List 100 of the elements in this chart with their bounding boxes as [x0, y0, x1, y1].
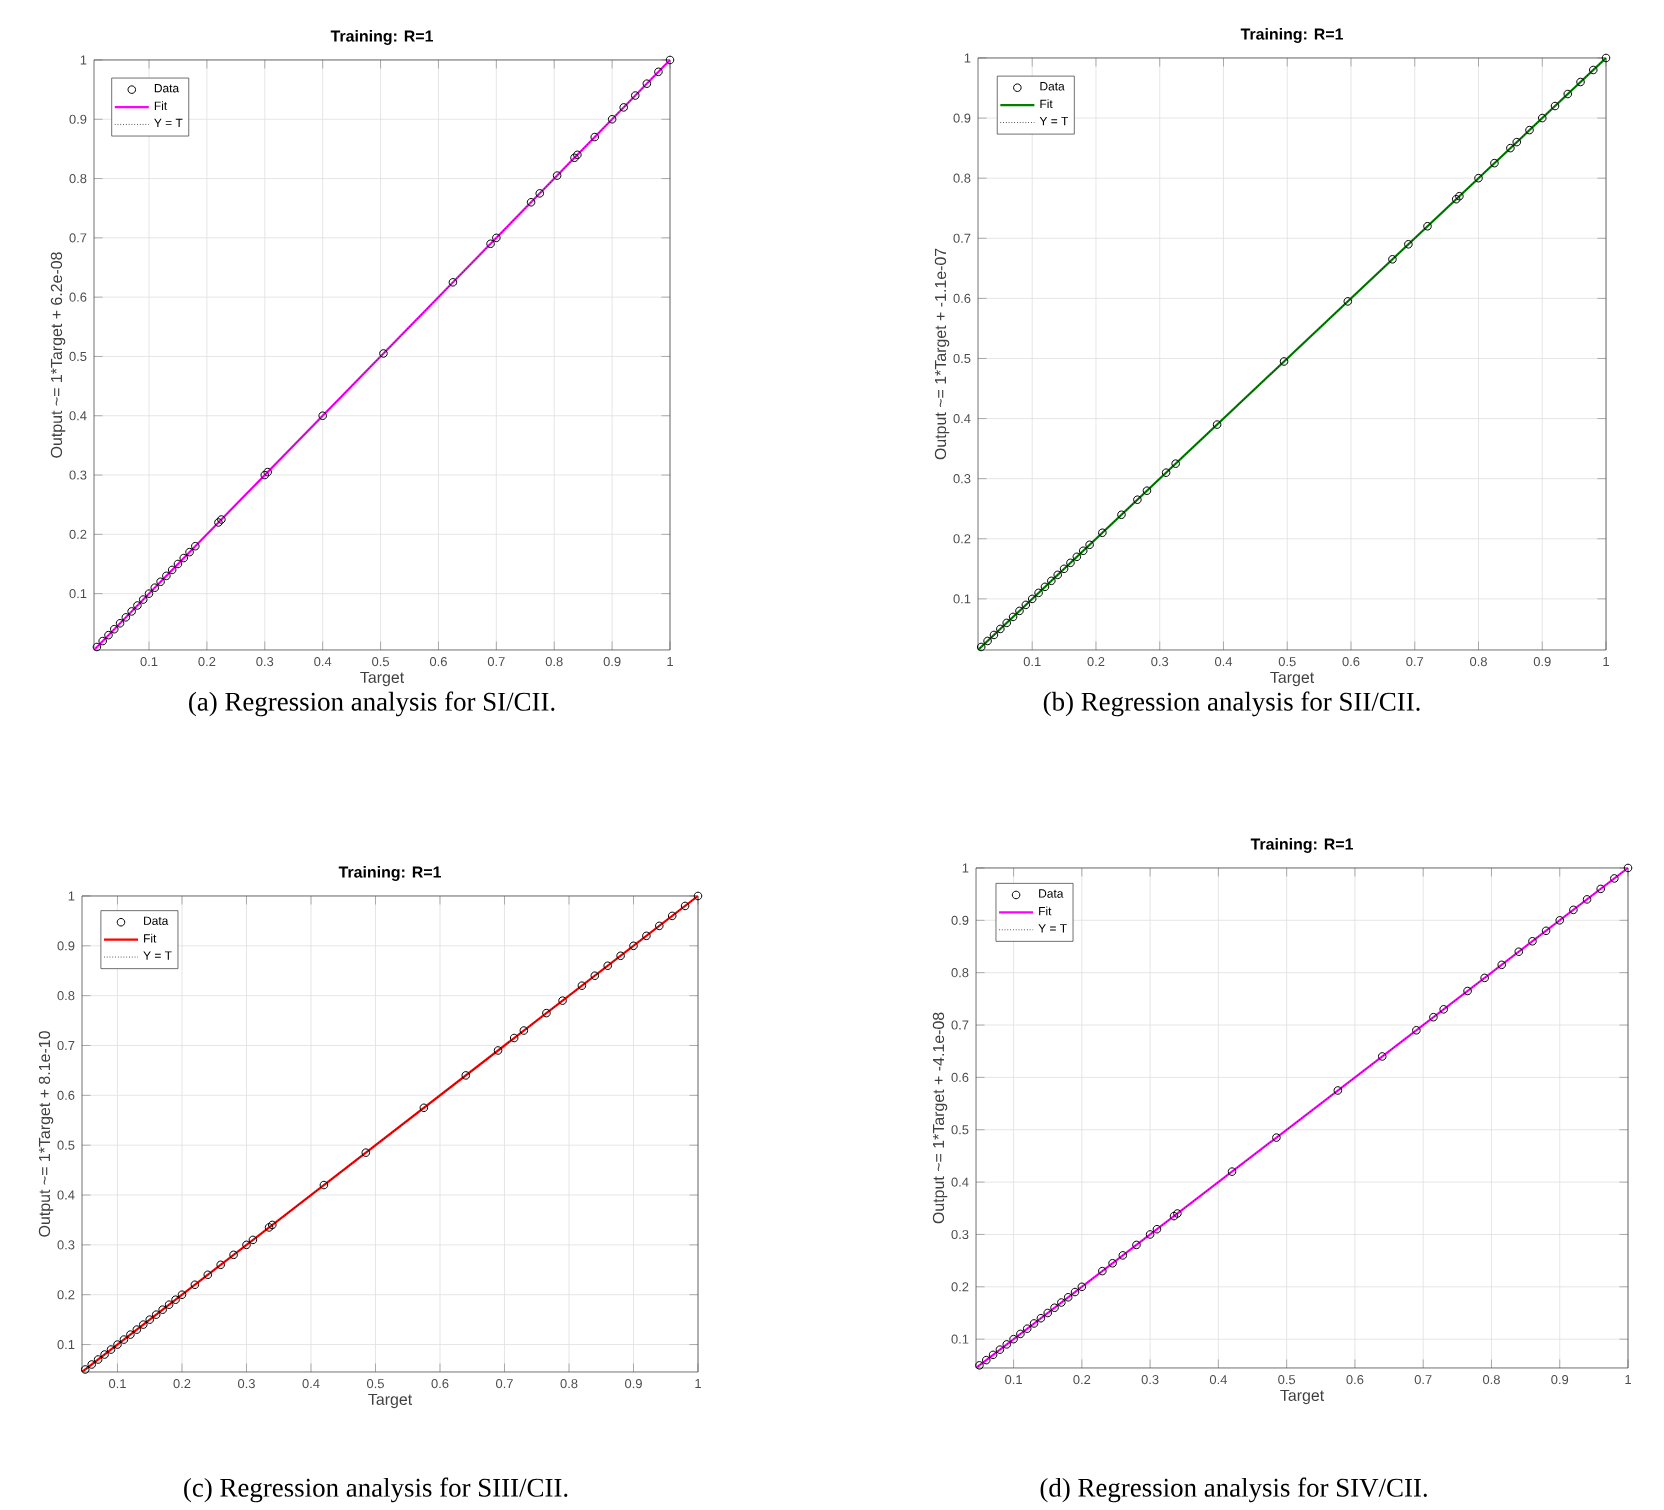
point [190, 1280, 200, 1290]
point [203, 1270, 213, 1280]
point [1429, 1012, 1438, 1022]
point [607, 114, 617, 124]
point [1563, 89, 1573, 99]
point [1066, 558, 1075, 568]
point [577, 981, 587, 990]
point [654, 67, 663, 77]
point [603, 961, 612, 971]
point [268, 1220, 277, 1230]
point [1108, 1258, 1117, 1268]
point [542, 1008, 551, 1018]
point [619, 103, 628, 112]
point [1043, 1308, 1052, 1318]
point [1227, 1167, 1237, 1176]
point [1002, 1340, 1012, 1349]
point [1022, 1324, 1032, 1333]
point [616, 951, 625, 961]
text: (c) Regression analysis for SIII/CII. [184, 1477, 568, 1503]
point [1171, 459, 1180, 468]
point [229, 1250, 238, 1260]
point [164, 1300, 174, 1309]
point [1059, 564, 1069, 574]
point [1008, 612, 1018, 622]
point [1463, 986, 1472, 996]
point [1050, 1303, 1059, 1313]
point [981, 1355, 991, 1365]
point [1212, 420, 1222, 429]
point [1118, 1251, 1128, 1260]
point [191, 541, 200, 551]
point [558, 996, 567, 1005]
point [162, 571, 171, 581]
point [996, 624, 1005, 634]
text: (a) Regression analysis for SI/CII. [189, 691, 555, 717]
text: (d) Regression analysis for SIV/CII. [1040, 1477, 1427, 1503]
point [570, 153, 579, 163]
point [519, 1026, 529, 1035]
point [655, 921, 664, 931]
point [1145, 1230, 1155, 1239]
point [113, 1340, 122, 1349]
point [1423, 221, 1432, 231]
point [119, 1335, 129, 1344]
point [1455, 191, 1464, 201]
point [87, 1360, 96, 1369]
point [1021, 600, 1031, 610]
point [139, 1320, 148, 1329]
point [1528, 936, 1537, 946]
point [106, 1345, 116, 1354]
point [248, 1235, 258, 1245]
point [642, 931, 651, 941]
point [1063, 1293, 1073, 1302]
point [1009, 1334, 1018, 1344]
point [1117, 510, 1126, 520]
point [493, 1046, 503, 1055]
point [1098, 1266, 1107, 1276]
point [665, 55, 675, 65]
point [693, 891, 703, 901]
point [630, 91, 640, 100]
point [526, 197, 536, 207]
point [1343, 297, 1353, 306]
point [1040, 582, 1050, 592]
point [319, 1180, 329, 1190]
point [1173, 1209, 1182, 1218]
point [216, 1260, 225, 1270]
point [629, 941, 638, 951]
point [552, 171, 562, 180]
point [1027, 594, 1037, 604]
point [1601, 53, 1611, 63]
point [1569, 905, 1578, 915]
point [156, 577, 165, 587]
point [1537, 113, 1547, 123]
point [150, 583, 160, 592]
point [989, 630, 999, 640]
point [1272, 1133, 1281, 1142]
point [318, 411, 327, 421]
point [121, 613, 131, 622]
point [1333, 1086, 1343, 1095]
point [1582, 895, 1592, 904]
point [1072, 552, 1082, 562]
point [1029, 1319, 1039, 1328]
point [642, 79, 652, 88]
point [92, 642, 102, 652]
point [1098, 528, 1107, 538]
point [1404, 239, 1413, 249]
point [1576, 77, 1585, 87]
point [138, 595, 148, 604]
text: (b) Regression analysis for SII/CII. [1043, 691, 1420, 717]
point [448, 278, 458, 287]
point [461, 1071, 471, 1080]
point [1132, 1240, 1141, 1250]
point [93, 1355, 103, 1364]
point [1169, 1211, 1179, 1221]
point [1015, 606, 1024, 616]
point [1053, 570, 1062, 580]
point [1451, 194, 1461, 204]
point [109, 624, 119, 634]
point [1412, 1025, 1421, 1035]
point [1525, 125, 1534, 135]
point [133, 601, 142, 610]
point [361, 1148, 371, 1157]
